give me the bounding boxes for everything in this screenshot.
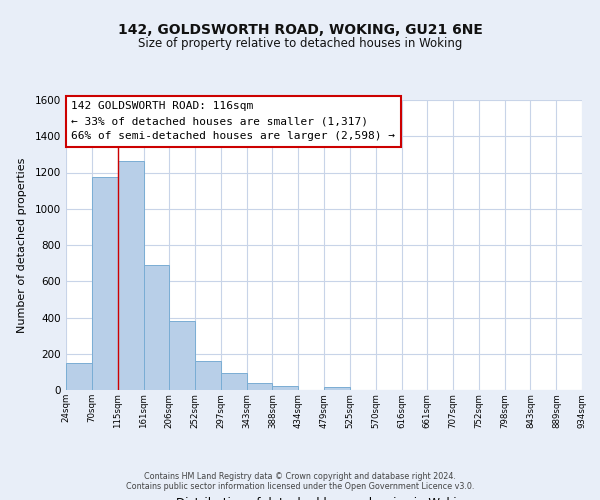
Bar [143, 266, 169, 390]
Y-axis label: Number of detached properties: Number of detached properties [17, 158, 26, 332]
Text: Contains HM Land Registry data © Crown copyright and database right 2024.: Contains HM Land Registry data © Crown c… [144, 472, 456, 481]
Bar [272, 386, 298, 390]
Bar [247, 383, 272, 390]
Bar [195, 361, 221, 390]
Bar [66, 363, 92, 390]
Bar [324, 388, 350, 390]
Text: 142, GOLDSWORTH ROAD, WOKING, GU21 6NE: 142, GOLDSWORTH ROAD, WOKING, GU21 6NE [118, 22, 482, 36]
Text: Contains public sector information licensed under the Open Government Licence v3: Contains public sector information licen… [126, 482, 474, 491]
Bar [118, 160, 143, 390]
Text: Size of property relative to detached houses in Woking: Size of property relative to detached ho… [138, 38, 462, 51]
Text: 142 GOLDSWORTH ROAD: 116sqm
← 33% of detached houses are smaller (1,317)
66% of : 142 GOLDSWORTH ROAD: 116sqm ← 33% of det… [71, 102, 395, 141]
Bar [169, 322, 195, 390]
Bar [92, 177, 118, 390]
Bar [221, 373, 247, 390]
X-axis label: Distribution of detached houses by size in Woking: Distribution of detached houses by size … [176, 497, 472, 500]
